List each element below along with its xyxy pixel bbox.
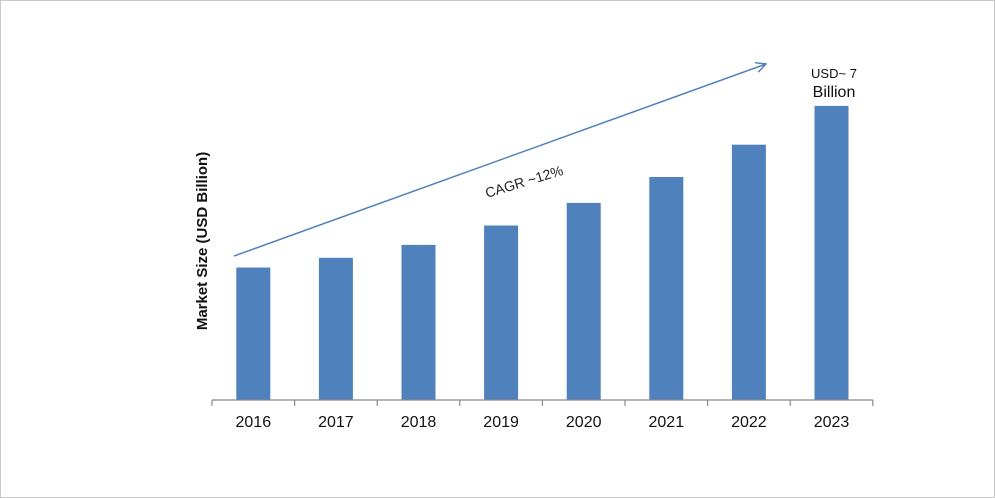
bars-group [236, 105, 849, 401]
x-axis-labels: 2016 2017 2018 2019 2020 2021 2022 2023 [236, 414, 850, 431]
x-tick-label-2022: 2022 [731, 414, 767, 431]
y-axis-label: Market Size (USD Billion) [194, 152, 211, 330]
x-tick-label-2021: 2021 [649, 414, 685, 431]
bar-2022 [731, 144, 766, 400]
bar-2018 [401, 244, 436, 400]
x-axis-ticks [211, 400, 874, 406]
bar-2021 [649, 177, 684, 400]
x-tick-label-2019: 2019 [483, 414, 519, 431]
bar-2020 [566, 202, 601, 400]
cagr-label: CAGR ~12% [483, 162, 565, 201]
bar-2016 [236, 267, 271, 400]
final-value-label-line1: USD~ 7 [811, 66, 857, 81]
bar-2017 [318, 257, 353, 400]
cagr-arrow [233, 64, 766, 257]
bar-2019 [484, 225, 519, 400]
x-tick-label-2020: 2020 [566, 414, 602, 431]
x-tick-label-2016: 2016 [236, 414, 272, 431]
bar-2023 [814, 105, 849, 401]
x-tick-label-2023: 2023 [814, 414, 850, 431]
x-tick-label-2017: 2017 [318, 414, 354, 431]
final-value-label-line2: Billion [813, 84, 856, 101]
x-tick-label-2018: 2018 [401, 414, 437, 431]
